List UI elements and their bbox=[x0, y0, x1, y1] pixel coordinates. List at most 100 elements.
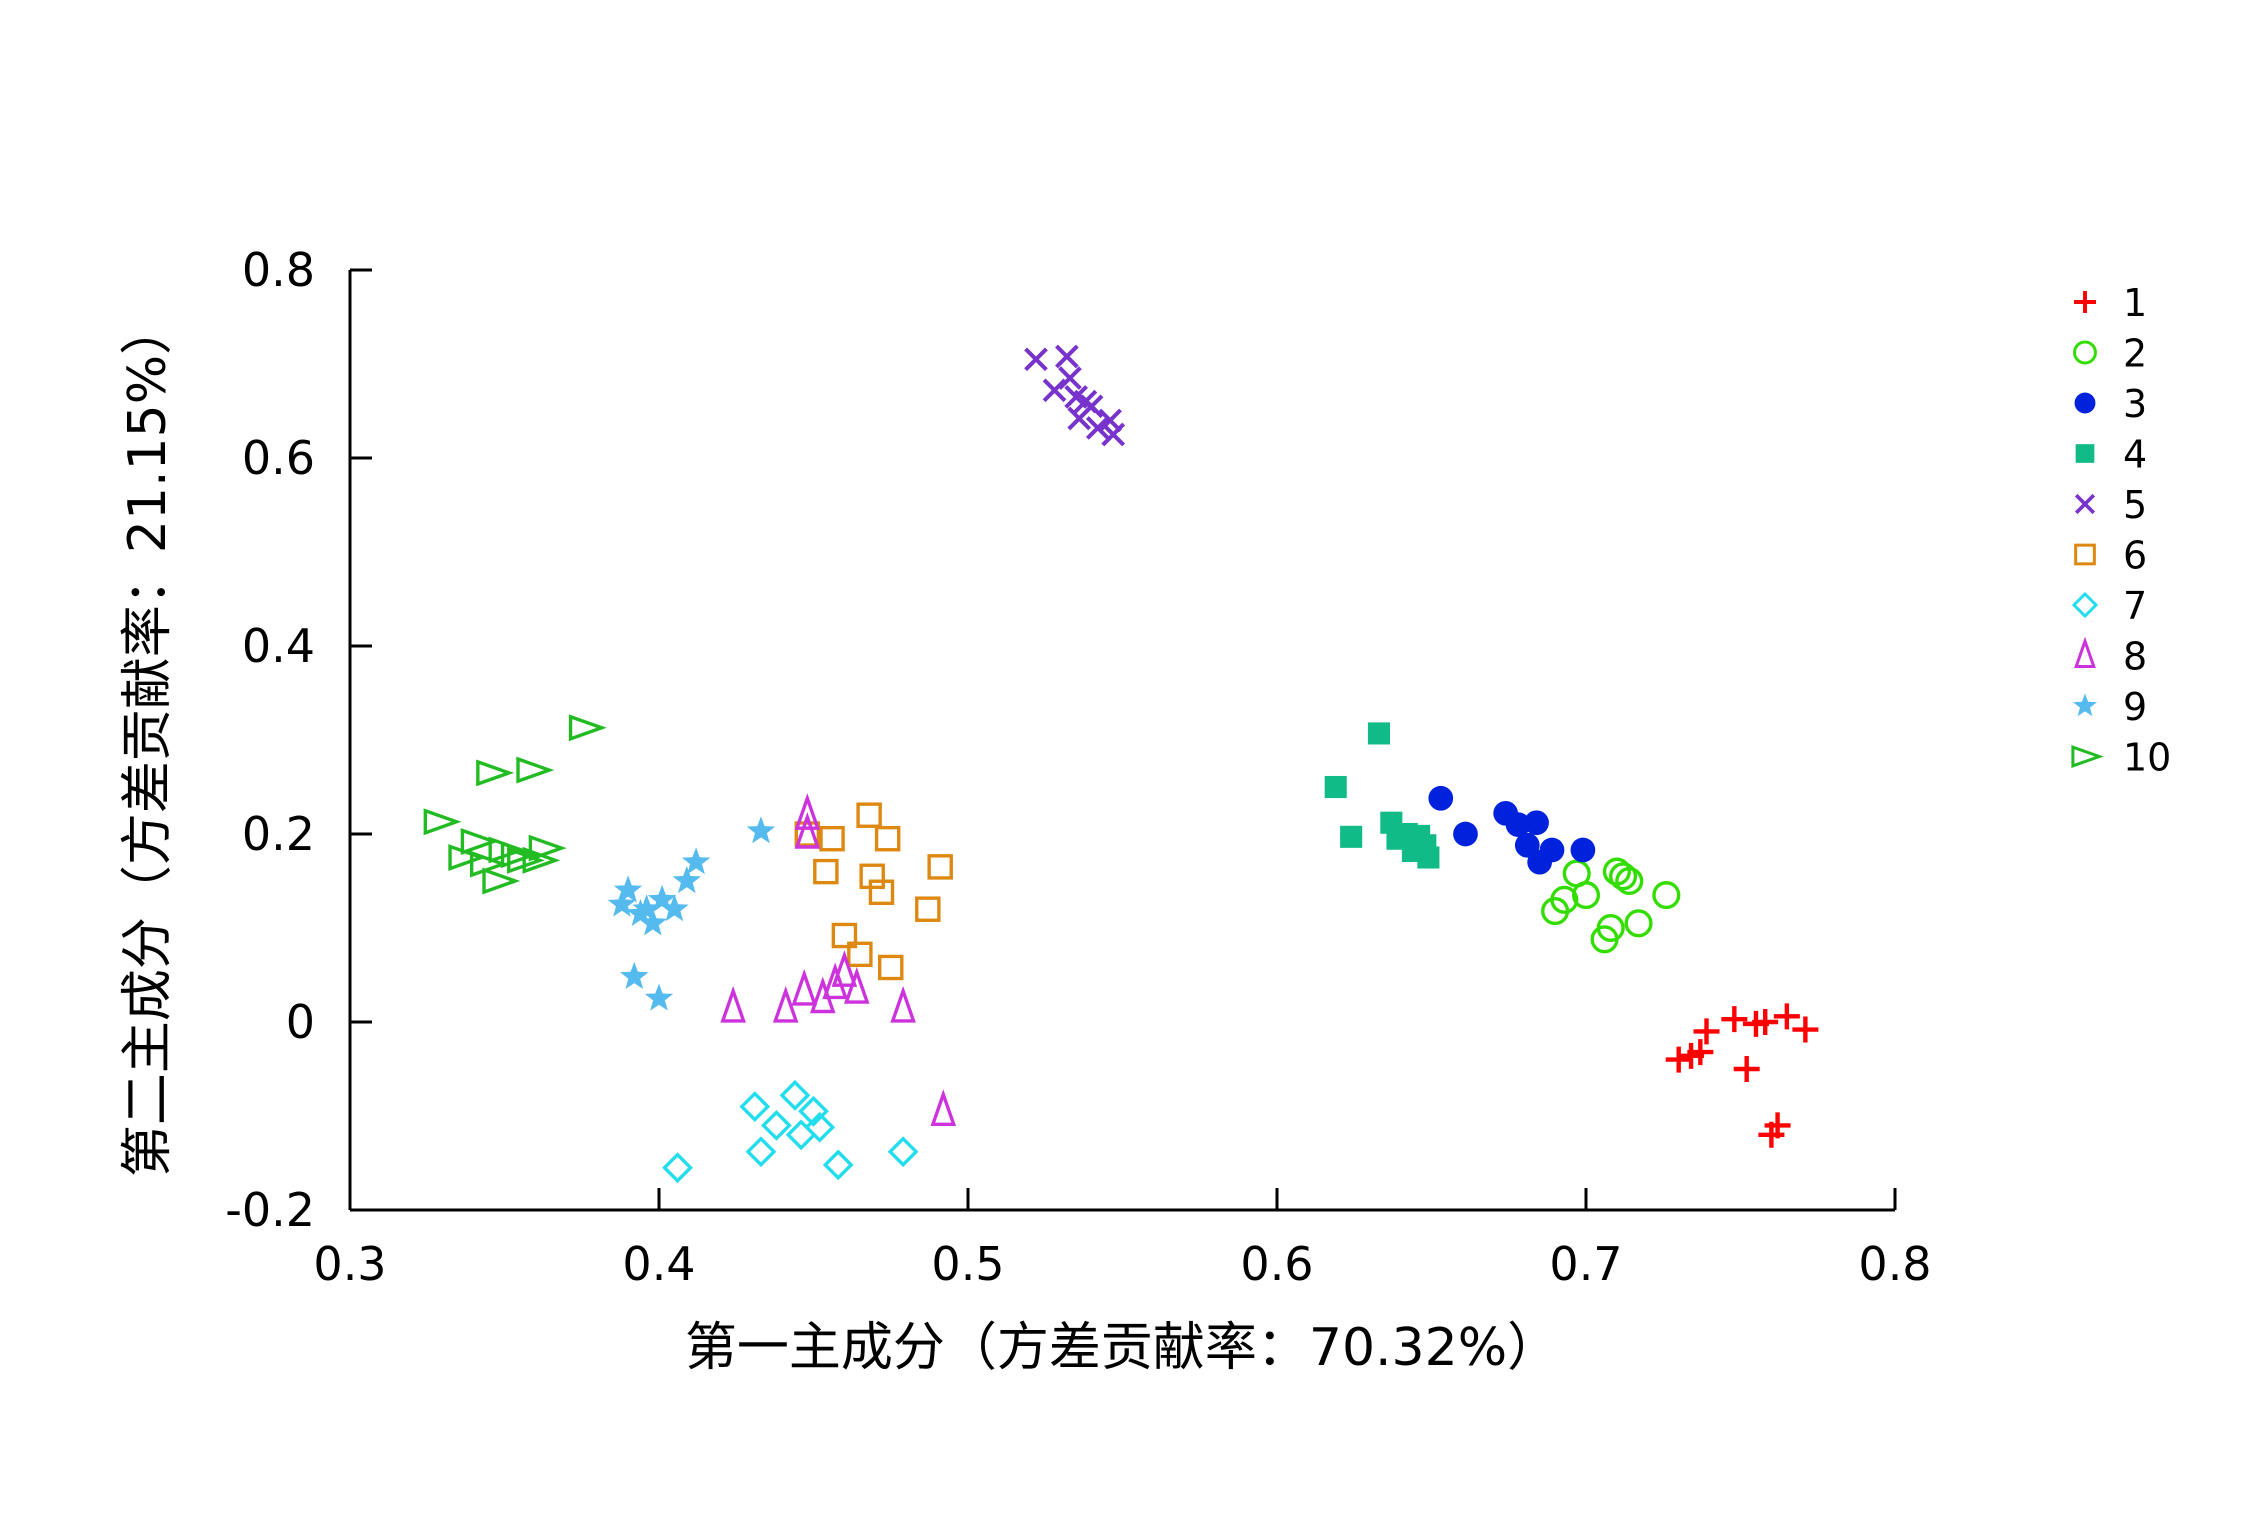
axes bbox=[348, 270, 1895, 1212]
data-point bbox=[1602, 857, 1631, 886]
y-tick-label: 0.4 bbox=[242, 619, 315, 673]
data-point bbox=[813, 858, 839, 885]
data-point bbox=[1624, 909, 1653, 938]
data-point bbox=[874, 825, 901, 852]
data-point bbox=[1687, 1039, 1714, 1066]
legend: 1 2 3 4 5 6 7 8 9 10 bbox=[2071, 281, 2171, 780]
data-point bbox=[482, 867, 521, 895]
data-point bbox=[1024, 347, 1048, 372]
data-point bbox=[1570, 837, 1596, 863]
x-tick-label: 0.8 bbox=[1858, 1237, 1931, 1291]
data-point bbox=[1609, 862, 1638, 891]
data-point bbox=[720, 985, 746, 1023]
legend-marker-9 bbox=[2073, 693, 2097, 717]
data-points bbox=[423, 344, 1819, 1184]
legend-label: 4 bbox=[2123, 433, 2147, 477]
data-point bbox=[662, 1152, 693, 1184]
data-point bbox=[568, 714, 607, 742]
y-axis-title: 第二主成分（方差贡献率：21.15%） bbox=[118, 303, 178, 1177]
data-point bbox=[890, 985, 916, 1023]
data-point bbox=[804, 1111, 836, 1143]
legend-marker-1 bbox=[2074, 291, 2096, 313]
legend-marker-6 bbox=[2074, 543, 2096, 566]
data-point bbox=[798, 1095, 829, 1127]
data-point bbox=[739, 1091, 771, 1122]
data-point bbox=[847, 941, 873, 968]
data-point bbox=[1324, 775, 1347, 799]
data-point bbox=[1764, 1112, 1791, 1139]
data-point bbox=[1550, 885, 1579, 914]
legend-marker-7 bbox=[2071, 591, 2099, 619]
data-point bbox=[1367, 722, 1391, 745]
data-point bbox=[856, 802, 882, 828]
data-point bbox=[660, 894, 689, 922]
legend-label: 5 bbox=[2123, 483, 2147, 527]
data-point bbox=[672, 866, 701, 894]
data-point bbox=[638, 908, 667, 936]
data-point bbox=[772, 985, 799, 1023]
data-point bbox=[644, 983, 674, 1011]
series-7 bbox=[662, 1079, 919, 1184]
data-point bbox=[1693, 1018, 1720, 1045]
data-point bbox=[632, 894, 661, 922]
data-point bbox=[761, 1110, 792, 1141]
series-2 bbox=[1541, 857, 1681, 954]
x-tick-label: 0.4 bbox=[622, 1237, 695, 1291]
series-3 bbox=[1428, 785, 1596, 875]
data-point bbox=[791, 968, 818, 1006]
series-1 bbox=[1665, 1003, 1819, 1148]
data-point bbox=[476, 759, 515, 787]
data-point bbox=[843, 967, 870, 1004]
data-point bbox=[423, 808, 462, 836]
data-point bbox=[607, 889, 637, 917]
legend-label: 10 bbox=[2123, 736, 2171, 780]
legend-label: 7 bbox=[2123, 584, 2147, 628]
data-point bbox=[528, 834, 567, 862]
legend-label: 1 bbox=[2123, 281, 2147, 325]
data-point bbox=[794, 821, 821, 847]
data-point bbox=[1652, 881, 1681, 910]
data-point bbox=[1752, 1009, 1779, 1035]
data-point bbox=[1505, 812, 1531, 837]
y-ticks: -0.2 0 0.2 0.4 0.6 0.8 bbox=[225, 243, 372, 1237]
data-point bbox=[822, 1149, 854, 1181]
data-point bbox=[500, 841, 539, 869]
legend-label: 3 bbox=[2123, 382, 2147, 426]
data-point bbox=[1085, 416, 1110, 440]
data-point bbox=[746, 816, 776, 844]
data-point bbox=[779, 1079, 811, 1111]
data-point bbox=[1792, 1016, 1819, 1043]
data-point bbox=[1453, 821, 1478, 847]
data-point bbox=[1417, 846, 1440, 869]
data-point bbox=[819, 825, 845, 852]
x-ticks: 0.3 0.4 0.5 0.6 0.7 0.8 bbox=[313, 1188, 1932, 1291]
data-point bbox=[681, 847, 711, 875]
data-point bbox=[1721, 1006, 1748, 1033]
data-point bbox=[1042, 378, 1067, 403]
data-point bbox=[1079, 394, 1104, 419]
data-point bbox=[878, 954, 904, 981]
y-tick-label: 0.2 bbox=[242, 807, 315, 861]
legend-label: 9 bbox=[2123, 685, 2147, 729]
data-point bbox=[794, 793, 821, 830]
legend-marker-2 bbox=[2073, 340, 2097, 365]
data-point bbox=[1340, 825, 1363, 848]
x-tick-label: 0.3 bbox=[313, 1237, 386, 1291]
y-tick-label: -0.2 bbox=[225, 1183, 315, 1237]
x-tick-label: 0.5 bbox=[931, 1237, 1004, 1291]
data-point bbox=[1514, 832, 1540, 858]
legend-marker-3 bbox=[2074, 392, 2096, 414]
x-axis-title: 第一主成分（方差贡献率：70.32%） bbox=[685, 1318, 1559, 1378]
data-point bbox=[859, 863, 885, 890]
data-point bbox=[1596, 913, 1625, 943]
legend-label: 6 bbox=[2123, 534, 2147, 578]
data-point bbox=[516, 756, 555, 784]
data-point bbox=[1773, 1003, 1800, 1030]
data-point bbox=[1524, 810, 1549, 836]
legend-label: 8 bbox=[2123, 635, 2147, 679]
series-5 bbox=[1024, 344, 1126, 447]
data-point bbox=[1428, 785, 1454, 811]
data-point bbox=[915, 896, 941, 922]
data-point bbox=[927, 854, 953, 880]
legend-marker-4 bbox=[2075, 444, 2095, 463]
